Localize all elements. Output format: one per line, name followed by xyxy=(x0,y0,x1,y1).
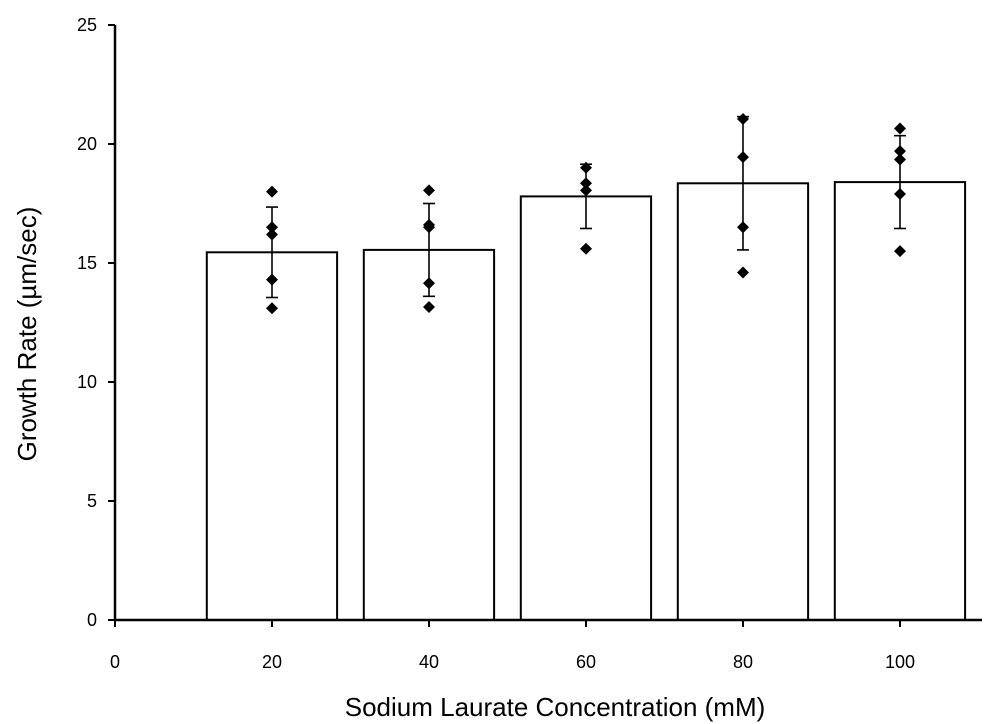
data-point xyxy=(266,221,278,234)
y-tick-label: 10 xyxy=(77,372,97,392)
data-point xyxy=(580,242,592,255)
x-tick-label: 80 xyxy=(733,652,753,672)
data-point xyxy=(894,145,906,158)
data-point xyxy=(580,184,592,197)
x-tick-label: 60 xyxy=(576,652,596,672)
data-point xyxy=(894,153,906,166)
y-tick-label: 15 xyxy=(77,253,97,273)
data-point xyxy=(580,161,592,174)
data-point xyxy=(737,221,749,234)
axes-layer xyxy=(108,24,982,627)
data-point xyxy=(894,245,906,258)
data-point xyxy=(423,221,435,234)
data-point xyxy=(580,177,592,190)
data-point xyxy=(266,228,278,241)
bar xyxy=(519,195,653,621)
y-tick-label: 25 xyxy=(77,15,97,35)
y-tick-label: 20 xyxy=(77,134,97,154)
data-point xyxy=(737,151,749,164)
data-point xyxy=(266,185,278,198)
x-tick-label: 100 xyxy=(885,652,915,672)
data-point xyxy=(894,122,906,135)
tick-labels-layer: 0 5 10 15 20 25 0 20 40 60 80 100 xyxy=(77,15,915,672)
y-axis-title: Growth Rate (µm/sec) xyxy=(12,207,42,462)
data-point xyxy=(737,113,749,126)
data-points-layer xyxy=(266,113,906,315)
data-point xyxy=(423,277,435,290)
x-axis-title: Sodium Laurate Concentration (mM) xyxy=(345,692,766,722)
y-tick-label: 5 xyxy=(87,491,97,511)
data-point xyxy=(423,301,435,314)
x-tick-label: 20 xyxy=(262,652,282,672)
data-point xyxy=(423,184,435,197)
x-tick-label: 0 xyxy=(110,652,120,672)
data-point xyxy=(266,273,278,286)
y-tick-label: 0 xyxy=(87,610,97,630)
x-tick-label: 40 xyxy=(419,652,439,672)
bar xyxy=(676,182,810,622)
data-point xyxy=(737,266,749,279)
data-point xyxy=(266,302,278,315)
data-point xyxy=(894,187,906,200)
